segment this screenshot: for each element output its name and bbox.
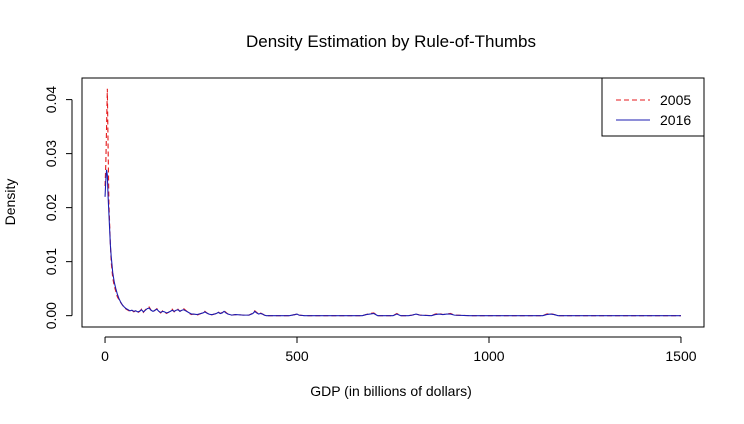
x-tick-label: 1500 <box>665 348 696 364</box>
legend-label-2016: 2016 <box>660 112 691 128</box>
y-axis-label: Density <box>2 179 18 226</box>
x-tick-label: 1000 <box>473 348 504 364</box>
series-layer <box>104 88 681 317</box>
y-tick-label: 0.01 <box>43 248 59 275</box>
y-tick-label: 0.00 <box>43 302 59 329</box>
x-tick-label: 0 <box>101 348 109 364</box>
series-2016-line <box>104 169 681 317</box>
series-2005-line <box>104 88 681 317</box>
legend-label-2005: 2005 <box>660 92 691 108</box>
x-axis: 0 500 1000 1500 <box>101 336 697 364</box>
x-axis-label: GDP (in billions of dollars) <box>310 383 472 399</box>
y-tick-label: 0.04 <box>43 86 59 113</box>
legend-box <box>601 77 705 137</box>
y-tick-label: 0.02 <box>43 194 59 221</box>
chart-title: Density Estimation by Rule-of-Thumbs <box>246 32 536 51</box>
y-axis: 0.00 0.01 0.02 0.03 0.04 <box>43 86 73 329</box>
legend: 2005 2016 <box>601 77 705 137</box>
x-tick-label: 500 <box>285 348 309 364</box>
plot-frame <box>81 77 705 328</box>
y-tick-label: 0.03 <box>43 140 59 167</box>
